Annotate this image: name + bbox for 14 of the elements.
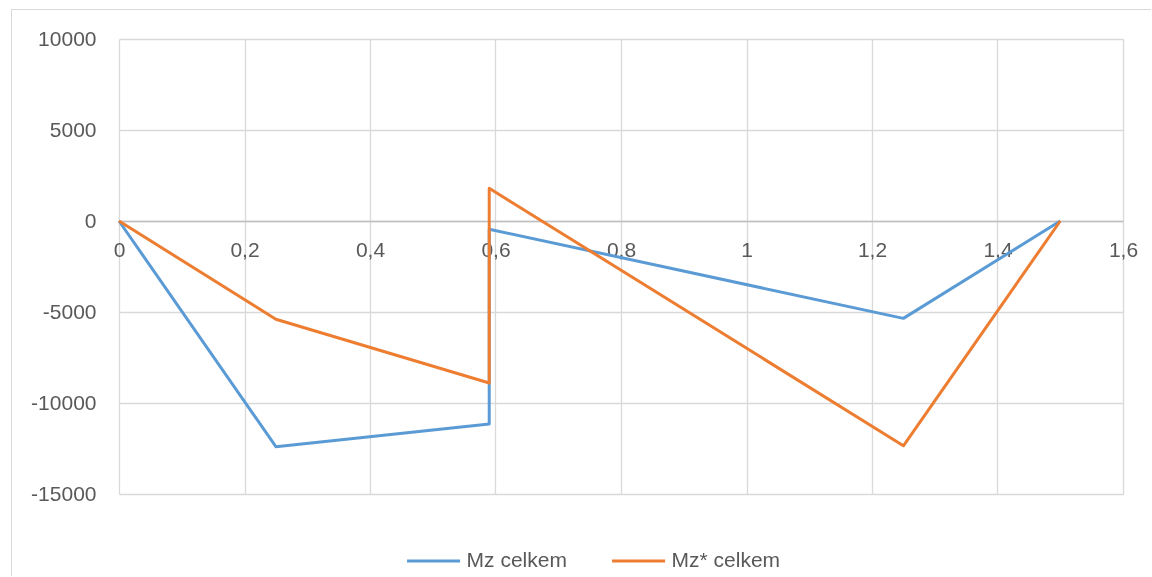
y-tick-label: -15000	[31, 481, 97, 505]
y-tick-label: -5000	[42, 299, 97, 323]
x-tick-label: 0	[113, 237, 126, 261]
x-tick-label: 1,6	[1108, 237, 1139, 261]
y-tick-label: 5000	[49, 117, 97, 141]
y-tick-label: 10000	[38, 26, 97, 50]
x-tick-label: 0,2	[230, 237, 260, 261]
x-tick-label: 1	[741, 237, 753, 261]
y-tick-label: -10000	[31, 390, 97, 414]
x-tick-label: 0,4	[355, 237, 386, 261]
legend-label: Mz* celkem	[671, 548, 781, 571]
legend-label: Mz celkem	[466, 548, 567, 571]
y-tick-label: 0	[84, 208, 97, 232]
x-tick-label: 1,2	[857, 237, 888, 261]
